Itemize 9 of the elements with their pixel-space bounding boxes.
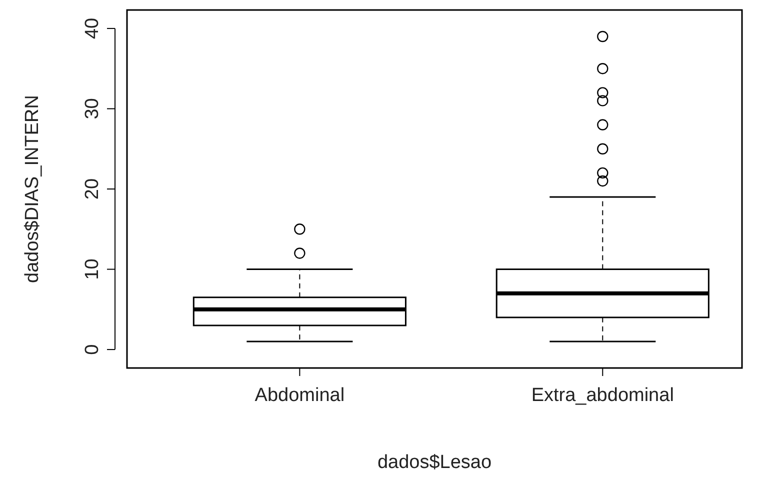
y-tick-label: 0 <box>82 344 103 355</box>
y-tick-label: 10 <box>82 258 103 280</box>
y-tick-label: 20 <box>82 178 103 200</box>
x-axis-title: dados$Lesao <box>377 452 492 473</box>
y-tick-label: 30 <box>82 98 103 120</box>
x-tick-label: Extra_abdominal <box>531 385 674 406</box>
y-axis-title: dados$DIAS_INTERN <box>22 95 43 283</box>
y-tick-label: 40 <box>82 18 103 40</box>
x-tick-label: Abdominal <box>254 385 345 406</box>
